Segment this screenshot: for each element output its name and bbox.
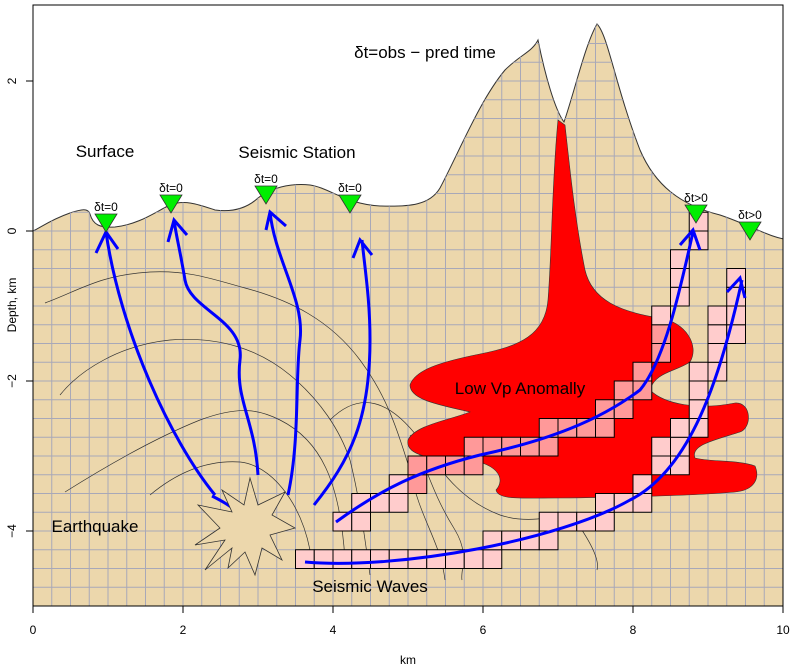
ray-5 bbox=[335, 227, 702, 524]
ray-cell bbox=[707, 305, 728, 326]
ray-cell bbox=[313, 549, 334, 569]
x-tick-label: 8 bbox=[630, 623, 637, 637]
ray-cell bbox=[651, 436, 671, 457]
y-tick-label: 2 bbox=[5, 77, 19, 84]
ray-6 bbox=[304, 274, 747, 565]
seismic-station-icon bbox=[738, 221, 762, 241]
ray-cell bbox=[332, 549, 353, 569]
ground-region bbox=[33, 23, 783, 606]
ray-cell bbox=[670, 455, 690, 476]
ray-cell bbox=[632, 474, 653, 494]
ray-cell bbox=[463, 436, 484, 457]
ray-cell bbox=[651, 455, 671, 476]
surface-label: Surface bbox=[76, 142, 135, 161]
ray-cell bbox=[670, 418, 690, 438]
x-tick-label: 6 bbox=[480, 623, 487, 637]
ray-cell bbox=[688, 380, 709, 401]
x-axis-label: km bbox=[400, 653, 416, 667]
earthquake-label: Earthquake bbox=[52, 517, 139, 536]
station-label: Seismic Station bbox=[238, 143, 355, 162]
x-tick-label: 10 bbox=[776, 623, 790, 637]
y-tick-label: 0 bbox=[5, 227, 19, 234]
earthquake-star-icon bbox=[194, 476, 297, 577]
station-delta-label: δt=0 bbox=[159, 181, 183, 195]
ray-cell bbox=[707, 324, 728, 344]
seismic-station-icon bbox=[254, 185, 278, 205]
ray-cell bbox=[295, 549, 315, 569]
anomaly-label: Low Vp Anomally bbox=[455, 379, 586, 398]
x-tick-label: 4 bbox=[330, 623, 337, 637]
x-axis: 0 2 4 6 8 10 bbox=[30, 606, 790, 637]
seismic-station-icon bbox=[159, 194, 183, 214]
ray-cell bbox=[651, 305, 671, 326]
ray-cell bbox=[370, 549, 390, 569]
waves-label: Seismic Waves bbox=[312, 577, 428, 596]
x-tick-label: 2 bbox=[180, 623, 187, 637]
ray-cell bbox=[426, 549, 446, 569]
ray-cell bbox=[538, 511, 559, 532]
seismic-station-icon bbox=[684, 204, 708, 224]
station-delta-label: δt>0 bbox=[684, 191, 708, 205]
ray-cell bbox=[388, 493, 409, 513]
y-tick-label: −2 bbox=[5, 374, 19, 388]
ray-3 bbox=[264, 209, 303, 496]
y-axis-label: Depth, km bbox=[5, 278, 19, 333]
ray-cell bbox=[482, 549, 503, 569]
ray-cell bbox=[351, 549, 371, 569]
ray-4 bbox=[312, 237, 374, 506]
ray-cell bbox=[463, 549, 484, 569]
low-vp-anomaly bbox=[407, 119, 758, 499]
station-delta-label: δt>0 bbox=[738, 208, 762, 222]
y-axis: 2 0 −2 −4 bbox=[5, 77, 33, 538]
seismic-station-icon bbox=[338, 194, 362, 214]
ray-2 bbox=[166, 216, 260, 476]
y-tick-label: −4 bbox=[5, 524, 19, 538]
plot-frame bbox=[32, 4, 784, 607]
seismic-rays bbox=[94, 209, 747, 565]
seismic-station-icon bbox=[94, 213, 118, 233]
ray-cell bbox=[688, 361, 709, 382]
title-text: δt=obs − pred time bbox=[354, 43, 496, 62]
x-tick-label: 0 bbox=[30, 623, 37, 637]
station-delta-label: δt=0 bbox=[254, 172, 278, 186]
ray-cell bbox=[595, 418, 615, 438]
station-delta-label: δt=0 bbox=[94, 200, 118, 214]
station-delta-label: δt=0 bbox=[338, 181, 362, 195]
ray-cell bbox=[351, 511, 371, 532]
ray-cell bbox=[632, 380, 653, 401]
